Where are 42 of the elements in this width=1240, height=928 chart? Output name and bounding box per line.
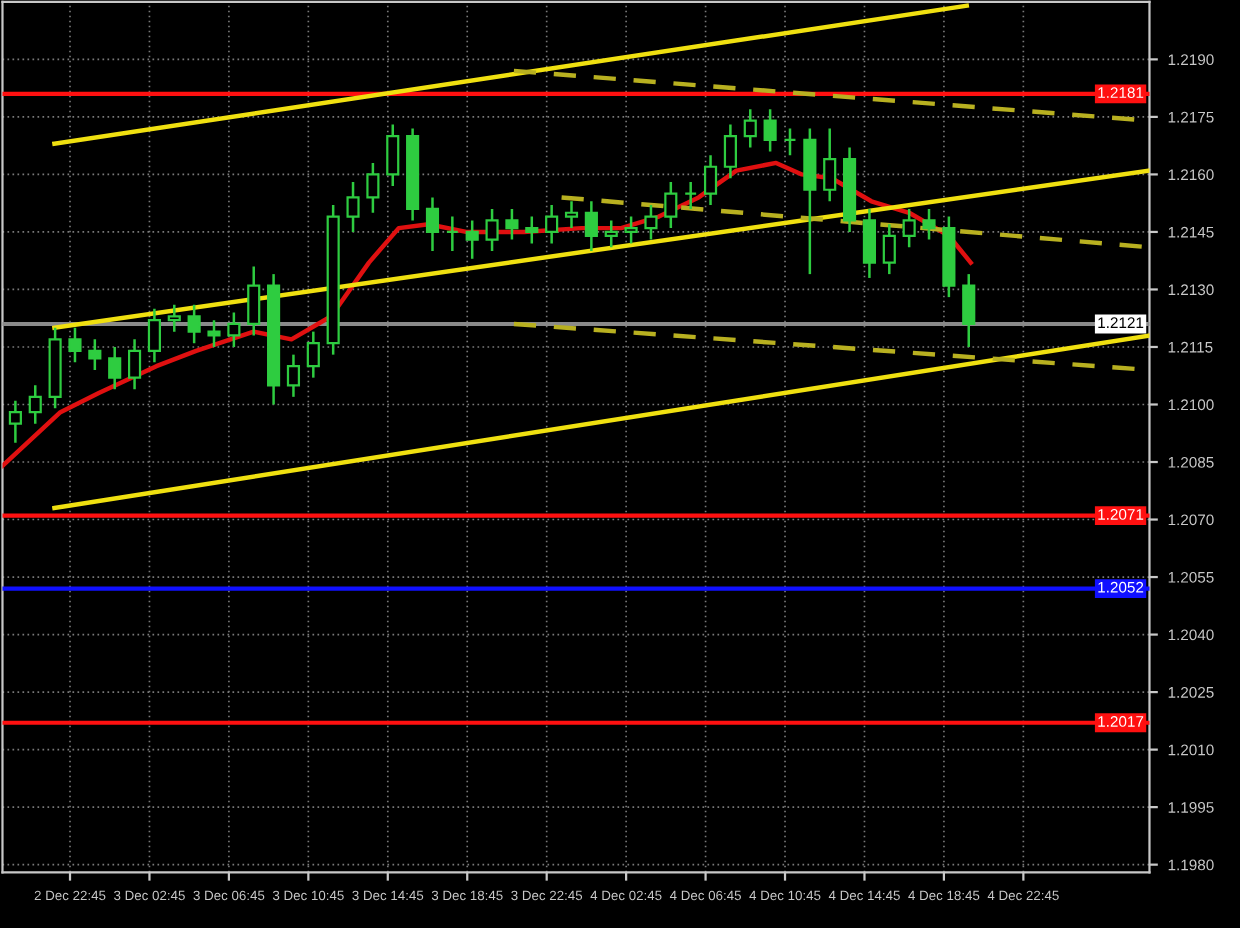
- candlestick: [286, 353, 301, 399]
- candlestick: [445, 215, 459, 253]
- candlestick: [465, 219, 479, 261]
- candlestick: [564, 200, 579, 230]
- candlestick: [624, 215, 638, 245]
- candlestick: [545, 203, 559, 245]
- candlestick: [227, 311, 241, 349]
- candlestick: [28, 384, 42, 425]
- candlestick: [187, 303, 201, 345]
- candlestick: [703, 153, 718, 207]
- candlestick: [147, 307, 161, 364]
- candlestick: [127, 338, 142, 391]
- candlestick: [247, 265, 261, 337]
- candlestick: [306, 330, 320, 379]
- candlestick: [823, 127, 837, 203]
- candlestick: [763, 107, 777, 153]
- candlestick: [664, 180, 678, 230]
- candlestick: [346, 180, 360, 234]
- candlestick: [902, 207, 916, 249]
- candlestick: [68, 326, 82, 364]
- candlestick: [386, 123, 400, 188]
- candlestick: [743, 107, 757, 149]
- candlestick: [723, 123, 737, 180]
- candlestick: [604, 219, 618, 249]
- candlestick: [207, 318, 221, 349]
- candlestick: [167, 303, 181, 333]
- candlestick: [962, 272, 976, 349]
- candlestick: [922, 207, 936, 241]
- candlestick: [108, 345, 122, 391]
- candlestick: [783, 127, 797, 157]
- candlestick: [525, 215, 539, 245]
- candlestick: [8, 399, 22, 445]
- candlestick: [366, 161, 380, 215]
- candlestick: [644, 203, 658, 241]
- candlestick: [88, 338, 102, 372]
- candlestick: [485, 207, 499, 253]
- candlestick: [505, 207, 519, 241]
- candlestick: [684, 180, 698, 211]
- candlestick: [584, 200, 598, 253]
- candlestick: [882, 223, 896, 276]
- candlestick: [425, 196, 440, 253]
- candlestick: [862, 207, 877, 280]
